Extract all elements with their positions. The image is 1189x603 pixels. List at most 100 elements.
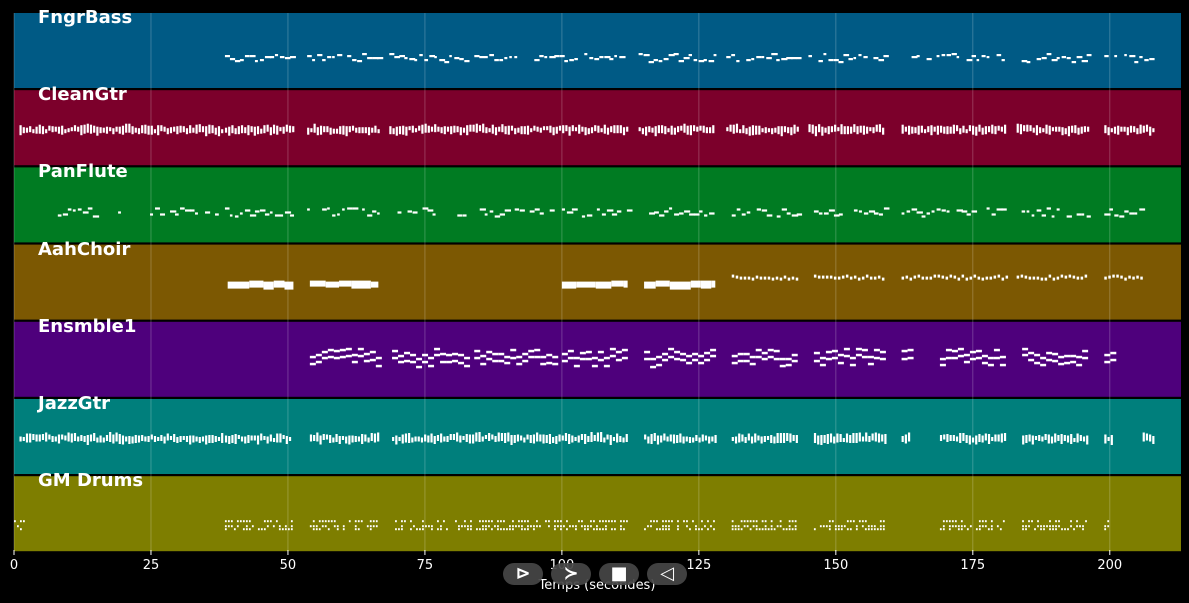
note [623,280,628,288]
note [443,436,446,442]
note [766,57,772,60]
note [584,525,586,528]
note [401,434,404,444]
note [312,59,316,62]
note [747,433,750,441]
play-button[interactable]: ⊳ [503,563,543,585]
note-group [57,207,1146,218]
note [787,127,790,134]
rewind-button[interactable]: ◁ [647,563,687,585]
note [586,214,593,217]
note [347,207,353,210]
note [64,129,67,134]
note [45,129,48,134]
stop-icon: ■ [610,563,628,584]
note [198,437,201,443]
note [613,125,616,134]
note [587,128,590,135]
note [1034,436,1038,440]
note [867,525,870,528]
note [863,212,869,215]
note [837,528,840,531]
note [534,348,541,352]
note [568,126,571,136]
note [173,126,176,132]
note [965,129,968,134]
note [500,528,502,531]
note [779,277,783,281]
note [819,363,826,367]
note [1124,277,1127,281]
note [686,520,688,523]
note [585,350,592,354]
note [726,56,731,59]
note [474,356,481,360]
note [709,212,715,215]
note [1024,275,1028,279]
note [1076,520,1078,523]
note [1109,208,1113,211]
note [850,126,853,134]
note [363,352,370,356]
note [92,215,100,218]
note [951,349,958,353]
note [67,128,70,133]
note [450,126,453,135]
note [247,435,250,443]
note [1055,525,1057,528]
note [749,355,756,359]
note [1031,214,1035,217]
note [45,432,48,442]
note [485,528,487,531]
note [464,356,471,360]
note [821,126,824,136]
note [692,437,695,443]
note [62,213,69,216]
note [981,127,984,135]
note [548,520,550,523]
note [1003,124,1007,134]
note [321,520,324,523]
note [829,433,833,443]
note [657,125,660,134]
note [86,435,89,445]
x-tick-label: 50 [279,558,297,573]
note [870,528,873,531]
note [457,214,462,217]
note [118,211,121,214]
note [1046,525,1048,528]
note [182,436,185,440]
note [761,357,768,361]
note [859,125,862,133]
note [408,433,411,443]
note [351,125,355,131]
stop-button[interactable]: ■ [599,563,639,585]
note [392,356,399,360]
note [121,125,125,135]
note [996,54,1002,57]
note [846,528,849,531]
note [647,525,649,528]
note [584,528,586,531]
note [509,56,512,59]
note [424,123,427,133]
note [680,358,687,362]
note [325,281,340,288]
note [249,214,257,217]
note [275,520,278,523]
fast-forward-button[interactable]: ≻ [551,563,591,585]
note [554,55,560,58]
note [671,520,673,523]
note [1124,210,1129,213]
note [211,435,214,443]
note [446,126,450,132]
note [574,58,578,61]
note [446,436,449,442]
note [966,59,973,62]
note [978,434,981,442]
note [1134,212,1138,215]
note [638,127,641,132]
note [946,210,950,213]
note [153,436,157,442]
note [581,525,583,528]
